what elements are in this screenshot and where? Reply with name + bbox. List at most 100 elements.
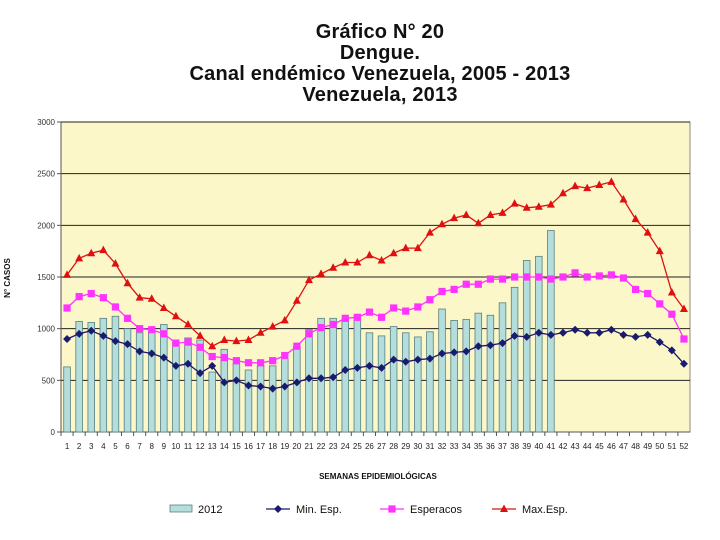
min-esp-point	[667, 346, 676, 355]
x-tick-label: 17	[256, 442, 265, 451]
min-esp-point	[425, 354, 434, 363]
x-tick-label: 19	[280, 442, 289, 451]
x-tick-label: 37	[498, 442, 507, 451]
esperacos-point	[390, 304, 398, 312]
x-tick-label: 2	[77, 442, 82, 451]
min-esp-point	[546, 330, 555, 339]
x-tick-label: 8	[149, 442, 154, 451]
min-esp-point	[377, 363, 386, 372]
max-esp-point	[75, 253, 84, 262]
esperacos-point	[631, 285, 640, 293]
x-tick-label: 44	[583, 442, 592, 451]
esperacos-point	[87, 289, 95, 298]
max-esp-point	[643, 228, 652, 236]
x-tick-label: 43	[571, 442, 580, 451]
x-tick-label: 22	[317, 442, 326, 451]
min-esp-point	[147, 349, 156, 358]
x-tick-label: 26	[365, 442, 374, 451]
x-tick-label: 12	[196, 442, 205, 451]
min-esp-point	[111, 337, 120, 346]
esperacos-point	[269, 357, 277, 365]
x-tick-label: 49	[643, 442, 652, 451]
x-tick-label: 29	[401, 442, 410, 451]
bar-2012	[99, 317, 108, 433]
min-esp-point	[184, 359, 193, 368]
max-esp-point	[244, 335, 253, 344]
x-tick-label: 51	[667, 442, 676, 451]
title-line-3: Canal endémico Venezuela, 2005 - 2013	[189, 63, 571, 85]
bar-2012	[208, 371, 216, 433]
min-esp-point	[159, 353, 168, 362]
max-esp-point	[546, 200, 555, 208]
y-tick-label: 2500	[37, 170, 55, 179]
max-esp-point	[135, 293, 144, 301]
x-tick-label: 11	[184, 442, 193, 451]
esperacos-point	[668, 310, 676, 318]
max-esp-point	[389, 248, 398, 257]
esperacos-point	[148, 326, 156, 334]
bar-2012	[196, 339, 204, 433]
x-tick-label: 36	[486, 442, 495, 451]
bar-2012	[498, 302, 507, 433]
esperacos-point	[293, 342, 301, 350]
max-esp-point	[413, 243, 422, 252]
min-esp-point	[619, 330, 628, 339]
esperacos-point	[353, 313, 361, 321]
max-esp-point	[438, 219, 447, 228]
esperacos-point	[208, 352, 216, 361]
x-tick-label: 25	[353, 442, 362, 451]
max-esp-point	[317, 269, 326, 277]
legend-label: Max.Esp.	[522, 504, 568, 516]
max-esp-point	[341, 258, 350, 266]
x-tick-label: 16	[244, 442, 253, 451]
bar-2012	[341, 318, 349, 433]
max-esp-point	[571, 181, 580, 190]
x-tick-label: 10	[171, 442, 180, 451]
min-esp-point	[389, 355, 398, 364]
x-tick-label: 35	[474, 442, 483, 451]
max-esp-point	[171, 311, 180, 320]
min-esp-point	[438, 349, 447, 358]
x-tick-label: 45	[595, 442, 604, 451]
max-esp-point	[208, 341, 217, 350]
bar-2012	[172, 341, 180, 433]
max-esp-point	[87, 248, 96, 257]
max-esp-point	[486, 210, 495, 218]
y-tick-label: 2000	[37, 221, 55, 230]
min-esp-point	[558, 328, 567, 337]
max-esp-point	[111, 259, 120, 267]
max-esp-point	[99, 245, 108, 254]
esperacos-point	[123, 314, 132, 322]
esperacos-point	[99, 294, 107, 302]
min-esp-point	[474, 342, 483, 351]
esperacos-point	[184, 338, 192, 346]
x-tick-label: 24	[341, 442, 350, 451]
min-esp-point	[123, 340, 132, 349]
bar-2012	[135, 332, 144, 433]
x-tick-label: 42	[559, 442, 568, 451]
min-esp-point	[595, 328, 604, 337]
max-esp-point	[196, 331, 205, 339]
min-esp-point	[365, 361, 374, 370]
min-esp-point	[292, 378, 301, 387]
min-esp-point	[220, 378, 229, 387]
esperacos-point	[256, 359, 265, 367]
legend-esperacos-item: Esperacos	[380, 504, 462, 516]
min-esp-point	[256, 382, 265, 391]
x-tick-label: 21	[305, 442, 314, 451]
esperacos-point	[136, 325, 144, 333]
x-tick-label: 27	[377, 442, 386, 451]
max-esp-point	[583, 183, 592, 192]
x-tick-label: 41	[546, 442, 555, 451]
esperacos-point	[559, 273, 567, 281]
esperacos-line	[66, 272, 685, 364]
y-tick-label: 0	[51, 428, 56, 437]
x-tick-label: 47	[619, 442, 628, 451]
max-esp-point	[304, 275, 313, 284]
min-esp-point	[486, 341, 495, 350]
esperacos-point	[305, 330, 313, 338]
bar-2012	[281, 358, 289, 433]
max-esp-point	[123, 278, 132, 287]
x-tick-label: 18	[268, 442, 277, 451]
esperacos-point	[547, 275, 555, 283]
